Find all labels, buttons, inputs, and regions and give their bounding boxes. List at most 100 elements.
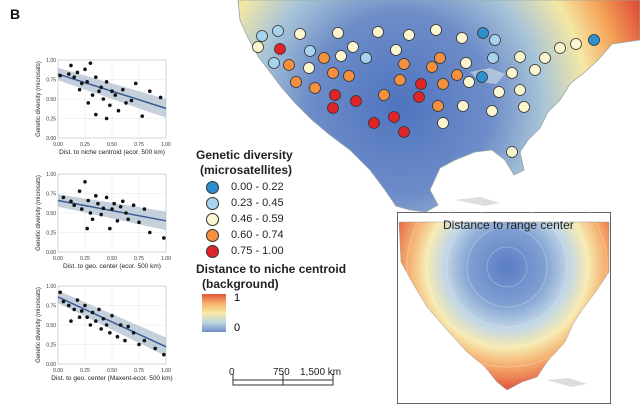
sample-site <box>476 71 488 83</box>
sample-site <box>274 43 286 55</box>
data-point <box>72 75 76 79</box>
data-point <box>97 307 101 312</box>
sample-site <box>290 76 302 88</box>
sample-site <box>309 82 321 94</box>
data-point <box>79 207 84 211</box>
main-map <box>237 0 640 213</box>
x-axis-label: Dist. to geo. center (Maxent-ecor. 500 k… <box>51 375 172 382</box>
data-point <box>83 303 87 308</box>
data-point <box>75 70 80 75</box>
data-point <box>96 201 100 206</box>
sample-site <box>437 78 449 90</box>
sample-site <box>372 26 384 38</box>
data-point <box>104 80 109 84</box>
sample-site <box>415 78 427 90</box>
sample-site <box>318 52 330 64</box>
sample-site <box>463 76 475 88</box>
sample-site <box>451 69 463 81</box>
sample-site <box>529 64 541 76</box>
data-point <box>99 327 103 331</box>
sample-site <box>588 34 600 46</box>
data-point <box>110 89 114 93</box>
data-point <box>86 198 91 203</box>
data-point <box>72 307 76 312</box>
legend-label: 0.60 - 0.74 <box>231 229 284 241</box>
sample-site <box>489 34 501 46</box>
x-tick-label: 1.00 <box>161 142 171 148</box>
sample-site <box>506 146 518 158</box>
data-point <box>72 203 76 207</box>
data-point <box>90 93 95 97</box>
data-point <box>69 199 73 204</box>
data-point <box>124 211 128 215</box>
y-tick-label: 0.75 <box>46 192 56 198</box>
sample-site <box>347 41 359 53</box>
y-tick-label: 0.50 <box>46 211 56 217</box>
gd-legend-item: 0.75 - 1.00 <box>206 244 284 258</box>
sample-site <box>539 52 551 64</box>
data-point <box>94 75 98 79</box>
sample-site <box>430 24 442 36</box>
data-point <box>123 338 127 343</box>
sample-site <box>350 95 362 107</box>
data-point <box>116 108 121 113</box>
x-tick-label: 0.75 <box>134 142 144 148</box>
y-tick-label: 0.00 <box>46 136 56 142</box>
data-point <box>142 207 147 211</box>
data-point <box>67 72 71 76</box>
data-point <box>110 207 114 211</box>
sample-site <box>304 45 316 57</box>
data-point <box>69 63 73 68</box>
y-tick-label: 0.75 <box>46 78 56 84</box>
data-point <box>108 103 112 108</box>
sample-site <box>252 41 264 53</box>
panel-label: B <box>10 6 21 22</box>
y-tick-label: 0.25 <box>46 117 56 123</box>
sample-site <box>426 61 438 73</box>
sample-site <box>272 25 284 37</box>
sample-site <box>327 67 339 79</box>
sample-site <box>256 30 268 42</box>
data-point <box>75 298 80 302</box>
legend-swatch <box>206 228 219 242</box>
gd-legend-title-1: Genetic diversity <box>196 148 293 162</box>
map-sample-points <box>252 24 600 158</box>
ramp-max-label: 1 <box>234 292 241 304</box>
data-point <box>101 316 106 321</box>
dist-legend-title-1: Distance to niche centroid <box>196 262 347 276</box>
distance-color-ramp <box>202 294 226 332</box>
sample-site <box>518 101 530 113</box>
data-point <box>94 112 98 117</box>
data-point <box>118 204 123 209</box>
legend-swatch <box>206 244 219 258</box>
data-point <box>126 324 130 329</box>
data-point <box>140 114 145 118</box>
x-tick-label: 0.00 <box>53 142 63 148</box>
gd-legend-item: 0.46 - 0.59 <box>206 212 284 226</box>
sample-site <box>514 51 526 63</box>
x-tick-label: 1.00 <box>161 368 171 374</box>
sample-site <box>335 50 347 62</box>
x-axis-label: Dist. to niche centroid (ecor. 500 km) <box>59 149 165 156</box>
data-point <box>148 89 152 93</box>
y-tick-label: 0.50 <box>46 97 56 103</box>
x-tick-label: 1.00 <box>161 256 171 262</box>
data-point <box>94 319 98 323</box>
data-point <box>162 352 166 357</box>
data-point <box>97 89 101 93</box>
legend-label: 0.00 - 0.22 <box>231 181 284 193</box>
data-point <box>88 61 93 65</box>
y-tick-label: 0.75 <box>46 304 56 310</box>
data-point <box>101 97 106 101</box>
data-point <box>99 212 103 217</box>
sample-site <box>268 57 280 69</box>
sample-site <box>493 86 505 98</box>
data-point <box>112 201 116 206</box>
legend-label: 0.23 - 0.45 <box>231 197 284 209</box>
data-point <box>85 80 89 84</box>
data-point <box>108 226 112 231</box>
data-point <box>104 195 109 200</box>
legend-label: 0.46 - 0.59 <box>231 213 284 225</box>
data-point <box>79 309 84 313</box>
inset-title: Distance to range center <box>443 218 574 232</box>
